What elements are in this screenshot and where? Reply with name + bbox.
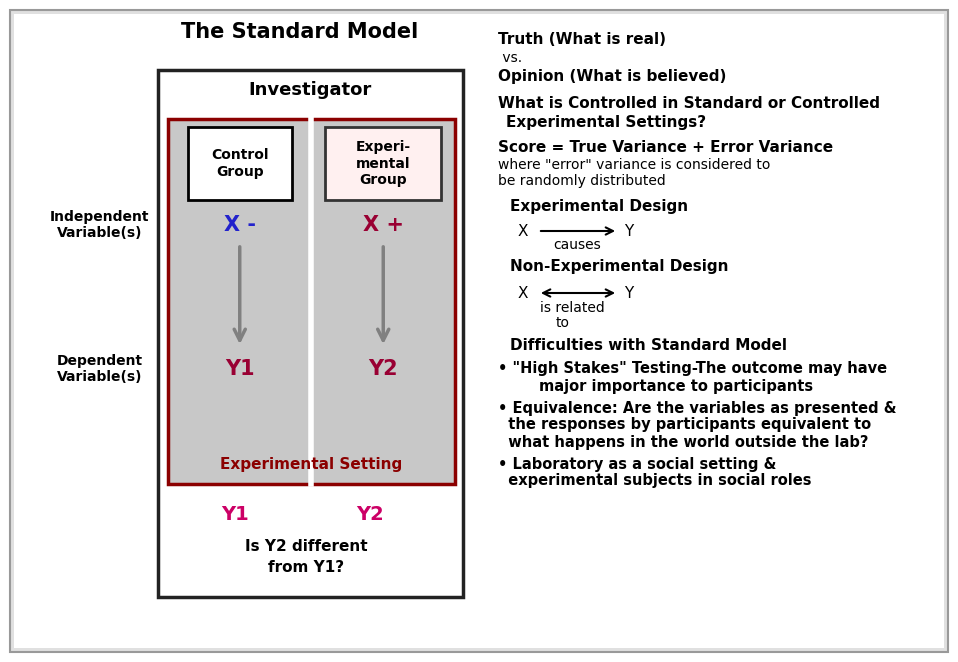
Text: where "error" variance is considered to: where "error" variance is considered to bbox=[498, 158, 770, 172]
Text: Y: Y bbox=[624, 224, 633, 238]
Text: what happens in the world outside the lab?: what happens in the world outside the la… bbox=[498, 434, 869, 449]
Text: Control
Group: Control Group bbox=[211, 148, 268, 179]
Text: vs.: vs. bbox=[498, 51, 522, 65]
Text: Independent
Variable(s): Independent Variable(s) bbox=[50, 210, 149, 240]
Text: to: to bbox=[556, 316, 570, 330]
Text: Difficulties with Standard Model: Difficulties with Standard Model bbox=[510, 338, 787, 352]
Text: Non-Experimental Design: Non-Experimental Design bbox=[510, 260, 728, 275]
Text: Y2: Y2 bbox=[356, 504, 384, 524]
Text: Experimental Setting: Experimental Setting bbox=[220, 457, 402, 473]
Text: X: X bbox=[518, 224, 529, 238]
Text: What is Controlled in Standard or Controlled: What is Controlled in Standard or Contro… bbox=[498, 97, 880, 111]
Text: Opinion (What is believed): Opinion (What is believed) bbox=[498, 68, 726, 83]
Text: • Laboratory as a social setting &: • Laboratory as a social setting & bbox=[498, 457, 776, 471]
Text: Experimental Settings?: Experimental Settings? bbox=[506, 115, 706, 130]
Text: is related: is related bbox=[540, 301, 604, 315]
Bar bbox=[326, 127, 442, 200]
Text: The Standard Model: The Standard Model bbox=[181, 22, 419, 42]
Text: Y: Y bbox=[624, 285, 633, 301]
Text: Investigator: Investigator bbox=[249, 81, 372, 99]
Text: • Equivalence: Are the variables as presented &: • Equivalence: Are the variables as pres… bbox=[498, 401, 897, 416]
Text: X: X bbox=[518, 285, 529, 301]
Text: X -: X - bbox=[224, 215, 256, 235]
Bar bbox=[168, 119, 455, 484]
Text: Score = True Variance + Error Variance: Score = True Variance + Error Variance bbox=[498, 140, 833, 156]
Text: Experi-
mental
Group: Experi- mental Group bbox=[355, 140, 411, 187]
Text: experimental subjects in social roles: experimental subjects in social roles bbox=[498, 473, 811, 489]
Text: • "High Stakes" Testing-The outcome may have: • "High Stakes" Testing-The outcome may … bbox=[498, 361, 887, 377]
Bar bbox=[188, 127, 292, 200]
Text: major importance to participants: major importance to participants bbox=[498, 379, 813, 393]
Text: causes: causes bbox=[553, 238, 601, 252]
Text: Y1: Y1 bbox=[225, 359, 255, 379]
Text: Is Y2 different
from Y1?: Is Y2 different from Y1? bbox=[244, 539, 367, 575]
Text: X +: X + bbox=[363, 215, 403, 235]
Text: Experimental Design: Experimental Design bbox=[510, 199, 688, 214]
Text: the responses by participants equivalent to: the responses by participants equivalent… bbox=[498, 418, 871, 432]
Text: be randomly distributed: be randomly distributed bbox=[498, 174, 666, 188]
Bar bbox=[158, 70, 463, 597]
Text: Y2: Y2 bbox=[369, 359, 399, 379]
Text: Truth (What is real): Truth (What is real) bbox=[498, 32, 666, 48]
Text: Y1: Y1 bbox=[221, 504, 249, 524]
Text: Dependent
Variable(s): Dependent Variable(s) bbox=[57, 354, 143, 384]
